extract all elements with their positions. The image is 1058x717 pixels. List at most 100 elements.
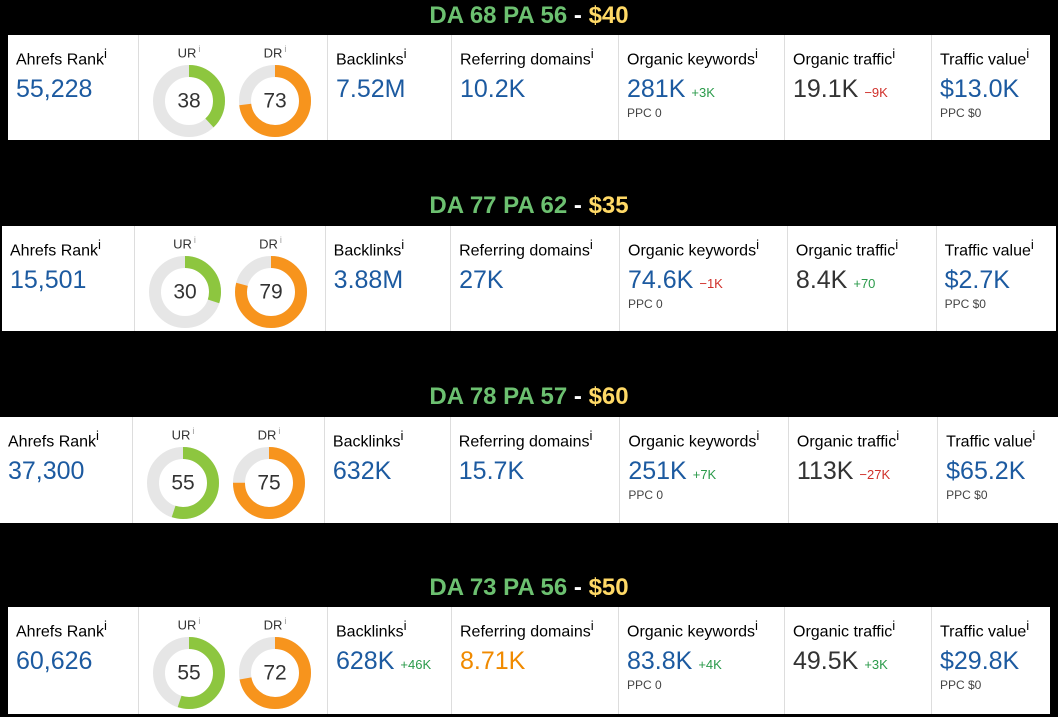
info-icon: i <box>756 428 760 443</box>
label-text: Referring domains <box>459 242 590 260</box>
label-text: Referring domains <box>460 623 591 641</box>
price: $60 <box>588 383 629 410</box>
price: $35 <box>588 192 629 219</box>
separator: - <box>573 2 582 29</box>
metric-cell: Ahrefs Ranki 60,626 <box>8 607 139 714</box>
info-icon: i <box>403 46 407 61</box>
label-text: Referring domains <box>460 51 591 69</box>
metric-label: Backlinksi <box>336 618 451 641</box>
metric-value: 3.88M <box>333 266 404 295</box>
label-text: Organic traffic <box>795 242 896 260</box>
metric-value: 8.71K <box>460 647 526 676</box>
info-icon: i <box>192 426 195 436</box>
metric-label: Traffic valuei <box>940 46 1050 69</box>
metric-label: Organic keywordsi <box>628 428 788 451</box>
gauge: UR i 55 <box>149 616 229 710</box>
metrics-box: Ahrefs Ranki 55,228 UR i 38 DR i 73 Backlinksi 7.… <box>8 35 1050 140</box>
gauge-value: 79 <box>259 281 282 304</box>
label-text: Ahrefs Rank <box>8 433 97 451</box>
gauge: DR i 73 <box>235 44 315 138</box>
gauge-ring: 79 <box>234 256 307 329</box>
metric-delta: +70 <box>853 276 876 292</box>
gauge-ring: 73 <box>239 65 311 138</box>
gauge-value: 75 <box>257 472 280 495</box>
gauge-value: 55 <box>177 662 200 685</box>
gauge-arc <box>234 256 307 329</box>
label-text: Ahrefs Rank <box>16 623 105 641</box>
metric-value-row: 628K +46K <box>336 647 451 676</box>
metric-label: Organic keywordsi <box>628 237 787 260</box>
info-icon: i <box>279 235 282 245</box>
metric-value: 19.1K <box>793 75 859 104</box>
gauge-label: DR i <box>229 426 309 442</box>
metric-value: 74.6K <box>628 266 694 295</box>
label-text: Referring domains <box>458 433 590 451</box>
metric-value-row: $29.8K <box>940 647 1050 676</box>
metric-cell: Ahrefs Ranki 55,228 <box>8 35 139 140</box>
metric-value: 8.4K <box>795 266 848 295</box>
info-icon: i <box>1026 46 1030 61</box>
metric-value: 55,228 <box>16 75 93 104</box>
metric-delta: +46K <box>400 657 432 673</box>
label-text: UR <box>173 236 192 252</box>
metric-cell: Backlinksi 7.52M <box>328 35 452 140</box>
info-icon: i <box>284 44 287 54</box>
metric-label: Referring domainsi <box>459 428 620 451</box>
metric-value-row: 251K +7K <box>628 457 788 486</box>
metric-value: $13.0K <box>940 75 1020 104</box>
metric-delta: +4K <box>698 657 722 673</box>
metric-cell: UR i 30 DR i 79 <box>135 226 326 331</box>
metric-value: 15.7K <box>458 457 525 486</box>
metric-value: 60,626 <box>16 647 93 676</box>
metric-cell: Organic traffici 8.4K +70 <box>788 226 937 331</box>
info-icon: i <box>589 237 593 252</box>
metric-value-row: 7.52M <box>336 75 451 104</box>
da-pa: DA 73 PA 56 <box>429 574 568 601</box>
metric-value: 113K <box>796 457 854 486</box>
label-text: Organic keywords <box>627 51 756 69</box>
metric-value-row: 3.88M <box>334 266 450 295</box>
gauge-label: DR i <box>235 44 315 60</box>
metric-value-row: 49.5K +3K <box>793 647 931 676</box>
metric-label: Organic traffici <box>793 46 931 69</box>
metric-delta: +7K <box>692 467 717 483</box>
panel-heading: DA 77 PA 62 - $35 <box>0 190 1058 222</box>
metric-label: Ahrefs Ranki <box>10 237 134 260</box>
info-icon: i <box>895 237 899 252</box>
label-text: Backlinks <box>336 623 404 641</box>
info-icon: i <box>193 235 196 245</box>
label-text: Backlinks <box>333 242 402 260</box>
metric-label: Traffic valuei <box>940 618 1050 641</box>
gauge-label: DR i <box>235 616 315 632</box>
label-text: Organic keywords <box>628 433 757 451</box>
metric-value: 251K <box>628 457 687 486</box>
metric-label: Backlinksi <box>334 237 450 260</box>
metric-label: Ahrefs Ranki <box>8 428 132 451</box>
label-text: Organic traffic <box>793 623 893 641</box>
gauge-ring: 30 <box>148 256 221 329</box>
metric-value-row: 632K <box>333 457 450 486</box>
metric-value-row: $65.2K <box>946 457 1058 486</box>
metric-value: 7.52M <box>336 75 406 104</box>
info-icon: i <box>590 46 594 61</box>
gauge-value: 30 <box>173 281 196 304</box>
label-text: Backlinks <box>332 433 401 451</box>
metric-cell: Traffic valuei $13.0K PPC $0 <box>932 35 1050 140</box>
da-pa: DA 78 PA 57 <box>429 383 568 410</box>
metric-cell: Referring domainsi 10.2K <box>452 35 619 140</box>
metric-label: Traffic valuei <box>945 237 1056 260</box>
info-icon: i <box>1032 428 1036 443</box>
metric-value-row: 74.6K −1K <box>628 266 787 295</box>
metric-value-row: 281K +3K <box>627 75 784 104</box>
ppc: PPC 0 <box>627 106 662 121</box>
info-icon: i <box>590 618 594 633</box>
metric-label: Referring domainsi <box>460 618 618 641</box>
metric-value: 49.5K <box>793 647 859 676</box>
metric-cell: UR i 38 DR i 73 <box>139 35 328 140</box>
info-icon: i <box>400 428 404 443</box>
label-text: UR <box>177 617 197 633</box>
gauge-arc <box>153 637 225 710</box>
gauge-arc <box>239 637 311 710</box>
info-icon: i <box>98 237 102 252</box>
